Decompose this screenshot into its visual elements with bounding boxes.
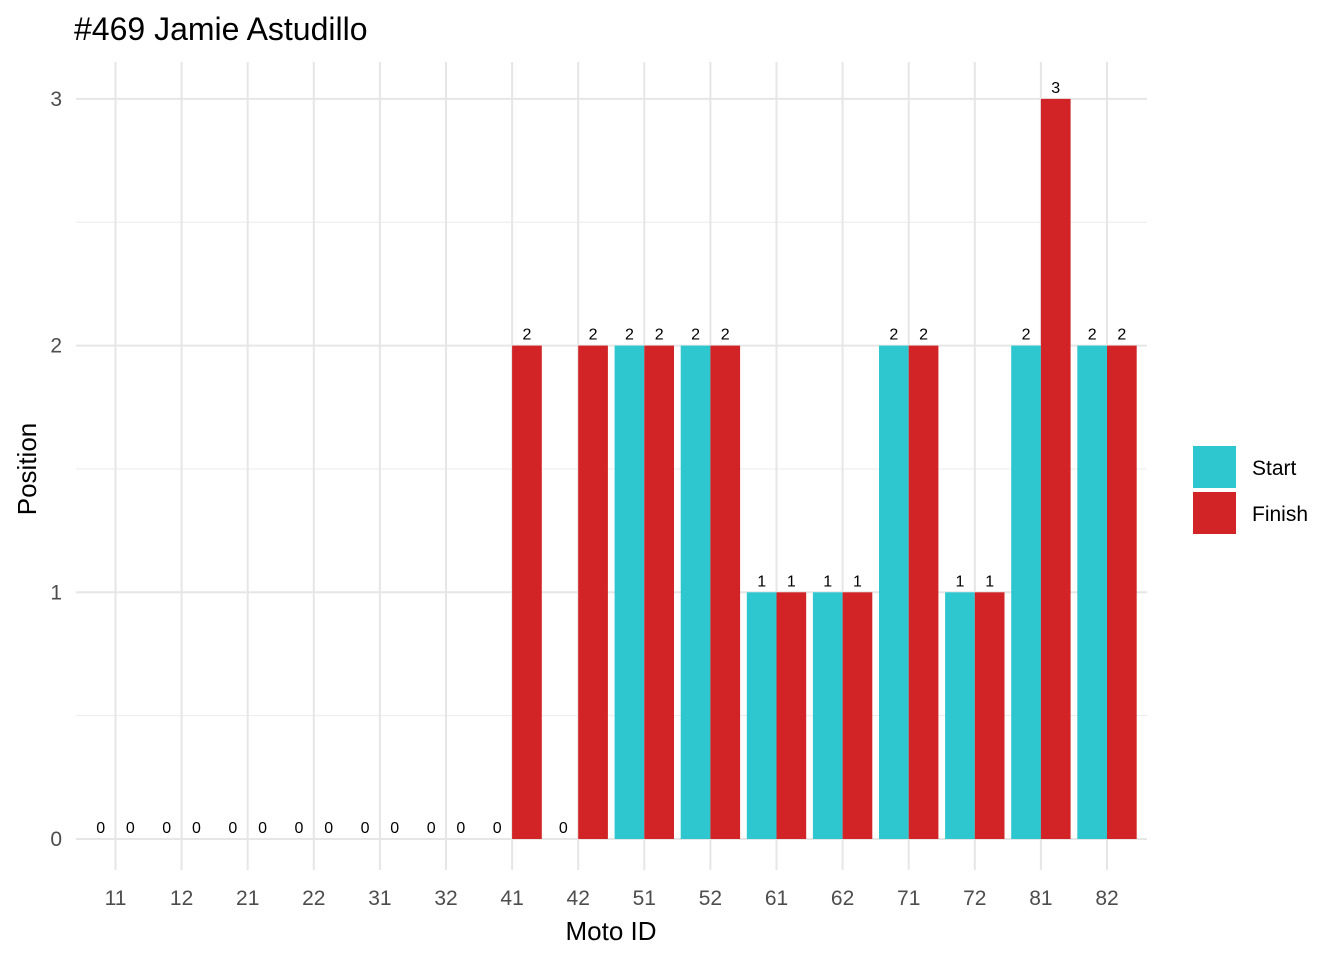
data-label-finish-51: 2 — [655, 327, 664, 344]
bar-start-51 — [614, 345, 645, 839]
bar-finish-61 — [776, 592, 807, 839]
x-tick-label: 21 — [236, 887, 259, 910]
x-tick-label: 62 — [831, 887, 854, 910]
data-label-start-21: 0 — [228, 820, 237, 837]
x-tick-label: 82 — [1095, 887, 1118, 910]
bar-start-61 — [746, 592, 777, 839]
bars — [512, 98, 1137, 839]
bar-finish-41 — [512, 345, 542, 839]
y-tick-label: 1 — [50, 581, 62, 604]
data-label-start-71: 2 — [889, 327, 898, 344]
y-tick-label: 2 — [50, 335, 62, 358]
data-label-finish-41: 2 — [522, 327, 531, 344]
x-tick-label: 52 — [699, 887, 722, 910]
bar-finish-71 — [908, 345, 939, 839]
data-label-finish-21: 0 — [258, 820, 267, 837]
data-label-start-31: 0 — [361, 820, 370, 837]
legend-key-finish — [1193, 492, 1236, 534]
bar-finish-81 — [1040, 98, 1071, 839]
bar-start-62 — [812, 592, 843, 839]
bar-finish-51 — [644, 345, 674, 839]
x-tick-label: 41 — [500, 887, 523, 910]
bar-finish-82 — [1107, 345, 1137, 839]
bar-start-71 — [879, 345, 909, 839]
x-tick-label: 71 — [897, 887, 920, 910]
data-label-start-12: 0 — [162, 820, 171, 837]
bar-finish-62 — [842, 592, 873, 839]
data-label-start-61: 1 — [757, 573, 766, 590]
x-axis-title: Moto ID — [565, 916, 656, 946]
data-label-finish-31: 0 — [390, 820, 399, 837]
bar-start-52 — [680, 345, 711, 839]
data-label-start-22: 0 — [294, 820, 303, 837]
x-tick-label: 31 — [368, 887, 391, 910]
data-label-start-82: 2 — [1088, 327, 1097, 344]
x-tick-label: 42 — [567, 887, 590, 910]
x-axis-ticks: 11 12 21 22 31 32 41 42 51 52 61 62 71 72 81 82 — [105, 887, 1119, 910]
data-label-finish-52: 2 — [721, 327, 730, 344]
bar-finish-52 — [710, 345, 741, 839]
bar-finish-72 — [974, 592, 1005, 839]
legend-label-finish: Finish — [1252, 503, 1308, 526]
bar-finish-42 — [578, 345, 608, 839]
data-label-finish-32: 0 — [456, 820, 465, 837]
x-tick-label: 61 — [765, 887, 788, 910]
x-tick-label: 51 — [633, 887, 656, 910]
data-label-start-81: 2 — [1022, 327, 1031, 344]
bar-start-82 — [1077, 345, 1107, 839]
data-label-finish-22: 0 — [324, 820, 333, 837]
data-label-start-72: 1 — [955, 573, 964, 590]
y-tick-label: 0 — [50, 828, 62, 851]
legend: Start Finish — [1193, 446, 1308, 534]
y-axis-ticks: 0 1 2 3 — [50, 88, 62, 851]
data-label-start-32: 0 — [427, 820, 436, 837]
legend-key-start — [1193, 446, 1236, 488]
data-label-finish-71: 2 — [919, 327, 928, 344]
data-label-finish-12: 0 — [192, 820, 201, 837]
data-label-start-42: 0 — [559, 820, 568, 837]
x-tick-label: 11 — [105, 887, 127, 910]
data-label-start-41: 0 — [493, 820, 502, 837]
data-label-start-11: 0 — [96, 820, 105, 837]
x-tick-label: 81 — [1029, 887, 1052, 910]
data-label-finish-61: 1 — [787, 573, 796, 590]
bar-start-72 — [945, 592, 975, 839]
data-label-finish-82: 2 — [1117, 327, 1126, 344]
data-label-finish-62: 1 — [853, 573, 862, 590]
data-label-finish-11: 0 — [126, 820, 135, 837]
bar-start-81 — [1011, 345, 1041, 839]
data-label-finish-72: 1 — [985, 573, 994, 590]
chart-title: #469 Jamie Astudillo — [74, 11, 368, 47]
data-label-start-51: 2 — [625, 327, 634, 344]
x-tick-label: 22 — [302, 887, 325, 910]
x-tick-label: 72 — [963, 887, 986, 910]
y-axis-title: Position — [12, 423, 42, 516]
data-label-start-52: 2 — [691, 327, 700, 344]
data-labels: 0 0 0 0 0 0 0 0 2 2 1 1 2 1 2 2 0 0 0 0 0 0 2 2 2 2 1 1 2 1 3 2 — [96, 80, 1126, 837]
x-tick-label: 12 — [170, 887, 193, 910]
legend-label-start: Start — [1252, 457, 1297, 480]
x-tick-label: 32 — [434, 887, 457, 910]
data-label-finish-42: 2 — [589, 327, 598, 344]
data-label-finish-81: 3 — [1051, 80, 1060, 97]
y-tick-label: 3 — [50, 88, 62, 111]
data-label-start-62: 1 — [823, 573, 832, 590]
